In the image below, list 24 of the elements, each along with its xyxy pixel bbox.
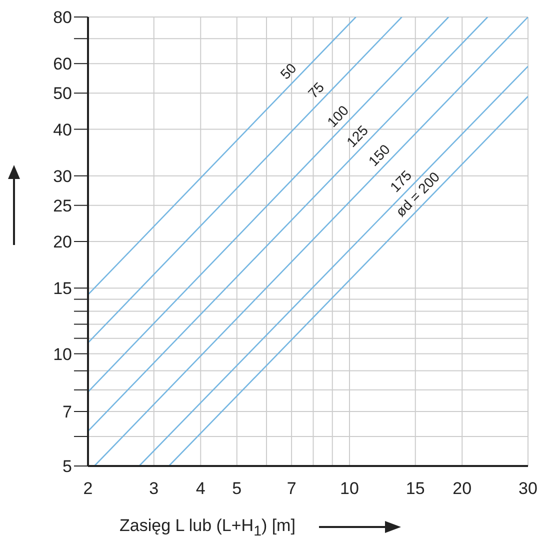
y-tick-label: 60 bbox=[53, 54, 72, 74]
y-tick-label: 40 bbox=[53, 120, 72, 140]
x-tick-label: 5 bbox=[232, 479, 242, 498]
y-tick-label: 25 bbox=[53, 196, 72, 216]
y-tick-label: 50 bbox=[53, 84, 72, 104]
y-tick-label: 20 bbox=[53, 232, 72, 252]
text: 50 bbox=[276, 60, 300, 82]
x-tick-label: 2 bbox=[83, 479, 93, 498]
text: 75 bbox=[304, 78, 328, 102]
y-tick-label: 7 bbox=[62, 402, 72, 422]
x-tick-label: 4 bbox=[196, 479, 206, 498]
x-axis-title: Zasięg L lub (L+H$_{1}$) [m] bbox=[120, 516, 296, 540]
x-tick-label: 10 bbox=[340, 479, 359, 498]
y-tick-label: 15 bbox=[53, 279, 72, 298]
x-tick-label: 20 bbox=[452, 479, 472, 498]
y-tick-label: 10 bbox=[53, 344, 72, 364]
x-tick-label: 15 bbox=[406, 479, 425, 498]
y-tick-label: 80 bbox=[53, 8, 72, 28]
y-tick-label: 5 bbox=[62, 457, 72, 476]
text: 175 bbox=[386, 166, 415, 196]
y-tick-label: 30 bbox=[53, 166, 72, 186]
x-tick-label: 30 bbox=[518, 479, 538, 498]
x-tick-label: 3 bbox=[149, 479, 159, 498]
x-tick-label: 7 bbox=[286, 479, 296, 498]
